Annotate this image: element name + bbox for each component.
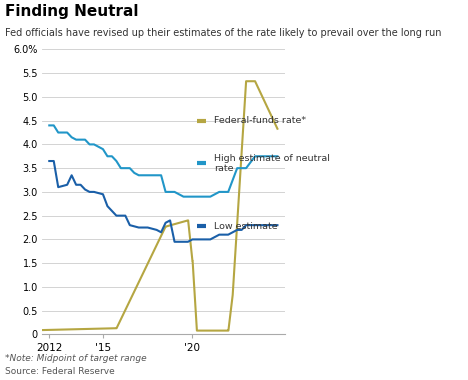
Text: High estimate of neutral
rate: High estimate of neutral rate <box>214 154 329 173</box>
Text: *Note: Midpoint of target range: *Note: Midpoint of target range <box>5 354 146 363</box>
Text: Finding Neutral: Finding Neutral <box>5 4 138 19</box>
Text: Fed officials have revised up their estimates of the rate likely to prevail over: Fed officials have revised up their esti… <box>5 28 441 38</box>
Text: Low estimate: Low estimate <box>214 222 278 231</box>
Text: Federal-funds rate*: Federal-funds rate* <box>214 116 306 125</box>
Text: Source: Federal Reserve: Source: Federal Reserve <box>5 367 115 376</box>
